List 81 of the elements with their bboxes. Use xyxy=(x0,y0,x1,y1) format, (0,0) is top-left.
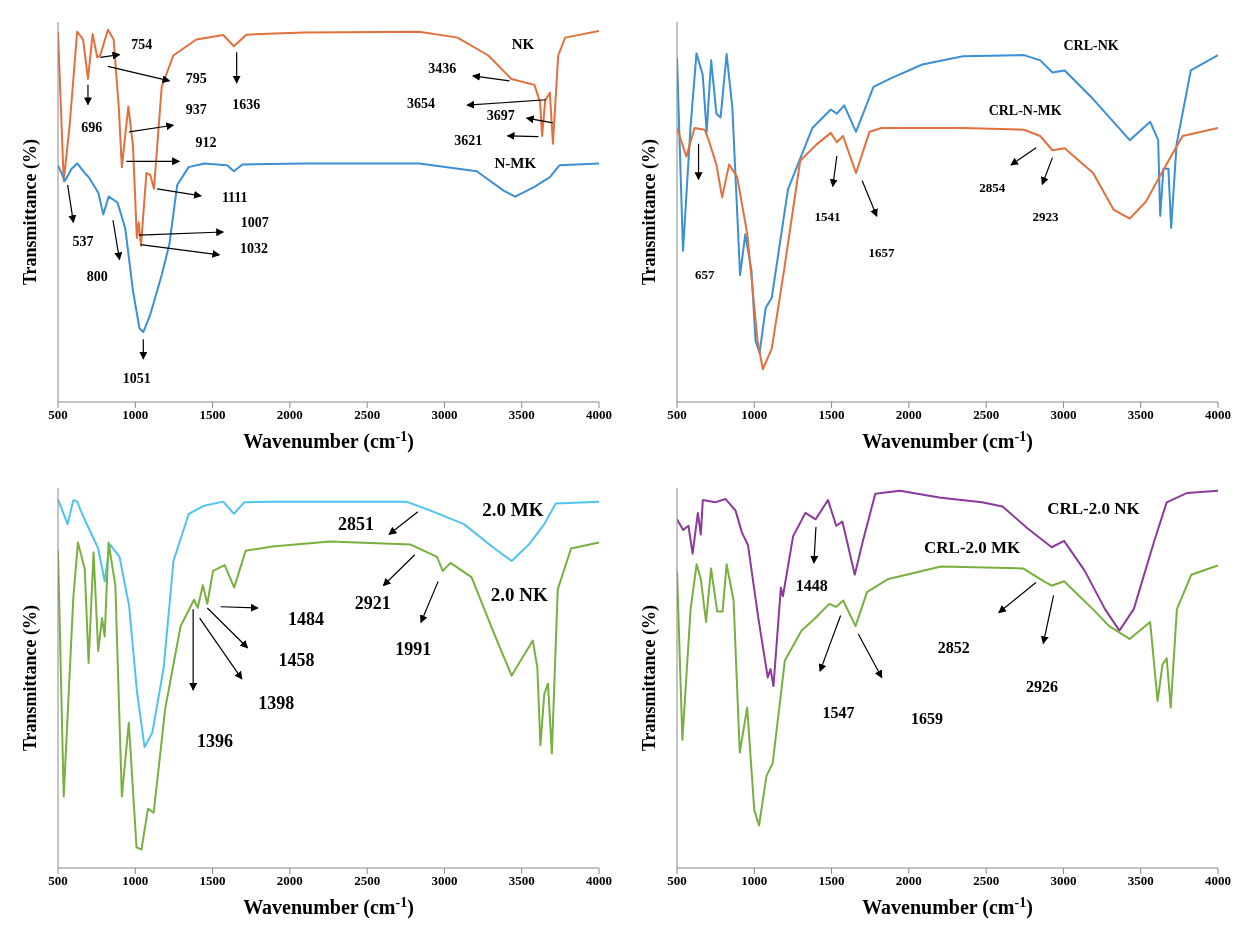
x-tick-label: 3000 xyxy=(1050,873,1077,889)
annotation: 795 xyxy=(185,71,207,87)
x-tick-label: 1500 xyxy=(818,407,845,423)
annotation: 1636 xyxy=(232,96,261,112)
x-tick-label: 1000 xyxy=(741,407,768,423)
x-tick-label: 2000 xyxy=(276,873,303,889)
x-tick-label: 3500 xyxy=(1127,407,1154,423)
x-tick-label: 2000 xyxy=(895,407,922,423)
x-axis-title: Wavenumber (cm$^{-1}$) xyxy=(243,894,414,919)
y-axis-title: Transmittance (%) xyxy=(20,138,41,286)
x-tick-label: 1000 xyxy=(122,873,149,889)
annotation: 1007 xyxy=(240,214,269,230)
x-tick-label: 1500 xyxy=(199,873,226,889)
x-axis-title: Wavenumber (cm$^{-1}$) xyxy=(862,894,1033,919)
series-label: CRL-N-MK xyxy=(988,103,1062,119)
y-axis-title: Transmittance (%) xyxy=(639,138,660,286)
x-tick-label: 500 xyxy=(48,873,68,889)
annotation: 2852 xyxy=(937,639,970,657)
x-tick-label: 3000 xyxy=(1050,407,1077,423)
annotation: 537 xyxy=(72,234,94,250)
x-tick-label: 3000 xyxy=(431,873,458,889)
series-label: NK xyxy=(511,35,535,52)
x-tick-label: 2500 xyxy=(973,873,1000,889)
x-tick-label: 3500 xyxy=(1127,873,1154,889)
x-tick-label: 4000 xyxy=(586,873,612,889)
series-label: CRL-2.0 MK xyxy=(924,538,1022,558)
annotation: 3697 xyxy=(486,107,515,123)
y-axis-title: Transmittance (%) xyxy=(639,604,660,752)
annotation: 696 xyxy=(81,119,103,135)
annotation: 1458 xyxy=(278,649,315,670)
x-tick-label: 1500 xyxy=(818,873,845,889)
x-tick-label: 4000 xyxy=(1205,407,1231,423)
x-tick-label: 2000 xyxy=(895,873,922,889)
x-tick-label: 1000 xyxy=(122,407,149,423)
annotation: 1659 xyxy=(910,709,943,727)
annotation: 2854 xyxy=(979,179,1006,195)
annotation: 1032 xyxy=(239,241,268,257)
annotation: 912 xyxy=(195,135,217,151)
x-tick-label: 4000 xyxy=(586,407,612,423)
series-label: CRL-2.0 NK xyxy=(1047,499,1141,519)
annotation: 1111 xyxy=(221,190,248,206)
x-tick-label: 1000 xyxy=(741,873,768,889)
x-tick-label: 3500 xyxy=(508,873,535,889)
annotation: 1396 xyxy=(196,731,233,752)
annotation: 3654 xyxy=(407,96,436,112)
annotation: 2923 xyxy=(1032,209,1060,225)
x-tick-label: 2500 xyxy=(354,407,381,423)
series-label: 2.0 NK xyxy=(490,583,549,605)
annotation: 1657 xyxy=(868,244,896,260)
x-tick-label: 4000 xyxy=(1205,873,1231,889)
x-axis-title: Wavenumber (cm$^{-1}$) xyxy=(862,428,1033,453)
x-tick-label: 1500 xyxy=(199,407,226,423)
x-axis-title: Wavenumber (cm$^{-1}$) xyxy=(243,428,414,453)
series-label: CRL-NK xyxy=(1063,37,1119,53)
series-label: 2.0 MK xyxy=(482,499,544,521)
x-tick-label: 500 xyxy=(667,873,687,889)
y-axis-title: Transmittance (%) xyxy=(20,604,41,752)
annotation: 1484 xyxy=(288,609,325,630)
annotation: 1541 xyxy=(814,209,841,225)
x-tick-label: 500 xyxy=(48,407,68,423)
annotation: 937 xyxy=(185,102,207,118)
x-tick-label: 2000 xyxy=(276,407,303,423)
annotation: 800 xyxy=(86,268,108,284)
annotation: 3621 xyxy=(454,133,483,149)
x-tick-label: 3500 xyxy=(508,407,535,423)
series-label: N-MK xyxy=(494,155,537,172)
annotation: 2851 xyxy=(337,514,374,535)
annotation: 754 xyxy=(131,37,153,53)
annotation: 1991 xyxy=(395,638,432,659)
annotation: 1547 xyxy=(822,704,855,722)
x-tick-label: 2500 xyxy=(973,407,1000,423)
x-tick-label: 500 xyxy=(667,407,687,423)
annotation: 657 xyxy=(694,267,715,283)
annotation: 1051 xyxy=(122,370,151,386)
x-tick-label: 3000 xyxy=(431,407,458,423)
x-tick-label: 2500 xyxy=(354,873,381,889)
annotation: 2926 xyxy=(1026,677,1059,695)
annotation: 2921 xyxy=(354,593,391,614)
annotation: 1448 xyxy=(795,577,828,595)
annotation: 3436 xyxy=(428,60,457,76)
annotation: 1398 xyxy=(258,692,295,713)
